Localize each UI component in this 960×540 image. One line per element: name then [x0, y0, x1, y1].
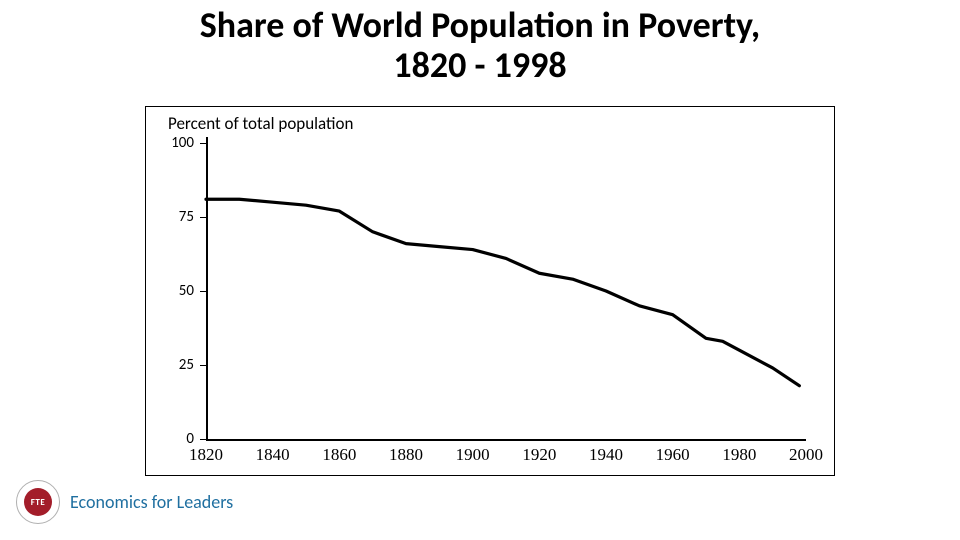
x-tick-label: 1940 [589, 445, 623, 465]
y-tick-mark [200, 143, 206, 144]
footer: FTE Economics for Leaders [16, 480, 233, 524]
title-line-2: 1820 - 1998 [0, 46, 960, 86]
x-axis-line [206, 439, 806, 441]
x-tick-label: 1920 [522, 445, 556, 465]
chart-caption: Percent of total population [168, 113, 353, 134]
y-tick-label: 0 [154, 430, 194, 448]
x-tick-label: 1820 [189, 445, 223, 465]
line-series [206, 143, 806, 439]
chart-container: Percent of total population 025507510018… [145, 106, 835, 476]
title-line-1: Share of World Population in Poverty, [0, 6, 960, 46]
y-tick-mark [200, 439, 206, 440]
x-tick-label: 1980 [722, 445, 756, 465]
x-tick-label: 1900 [456, 445, 490, 465]
slide-title: Share of World Population in Poverty, 18… [0, 6, 960, 85]
footer-logo-text: FTE [24, 488, 52, 516]
footer-text: Economics for Leaders [70, 491, 233, 513]
y-tick-mark [200, 291, 206, 292]
y-tick-label: 75 [154, 208, 194, 226]
x-tick-label: 1880 [389, 445, 423, 465]
x-tick-label: 1860 [322, 445, 356, 465]
y-tick-label: 25 [154, 356, 194, 374]
plot-area: 0255075100182018401860188019001920194019… [206, 143, 806, 439]
y-tick-mark [200, 365, 206, 366]
x-tick-label: 1840 [256, 445, 290, 465]
y-tick-mark [200, 217, 206, 218]
x-tick-label: 1960 [656, 445, 690, 465]
x-tick-label: 2000 [789, 445, 823, 465]
y-tick-label: 50 [154, 282, 194, 300]
slide: Share of World Population in Poverty, 18… [0, 0, 960, 540]
footer-logo: FTE [16, 480, 60, 524]
y-tick-label: 100 [154, 134, 194, 152]
